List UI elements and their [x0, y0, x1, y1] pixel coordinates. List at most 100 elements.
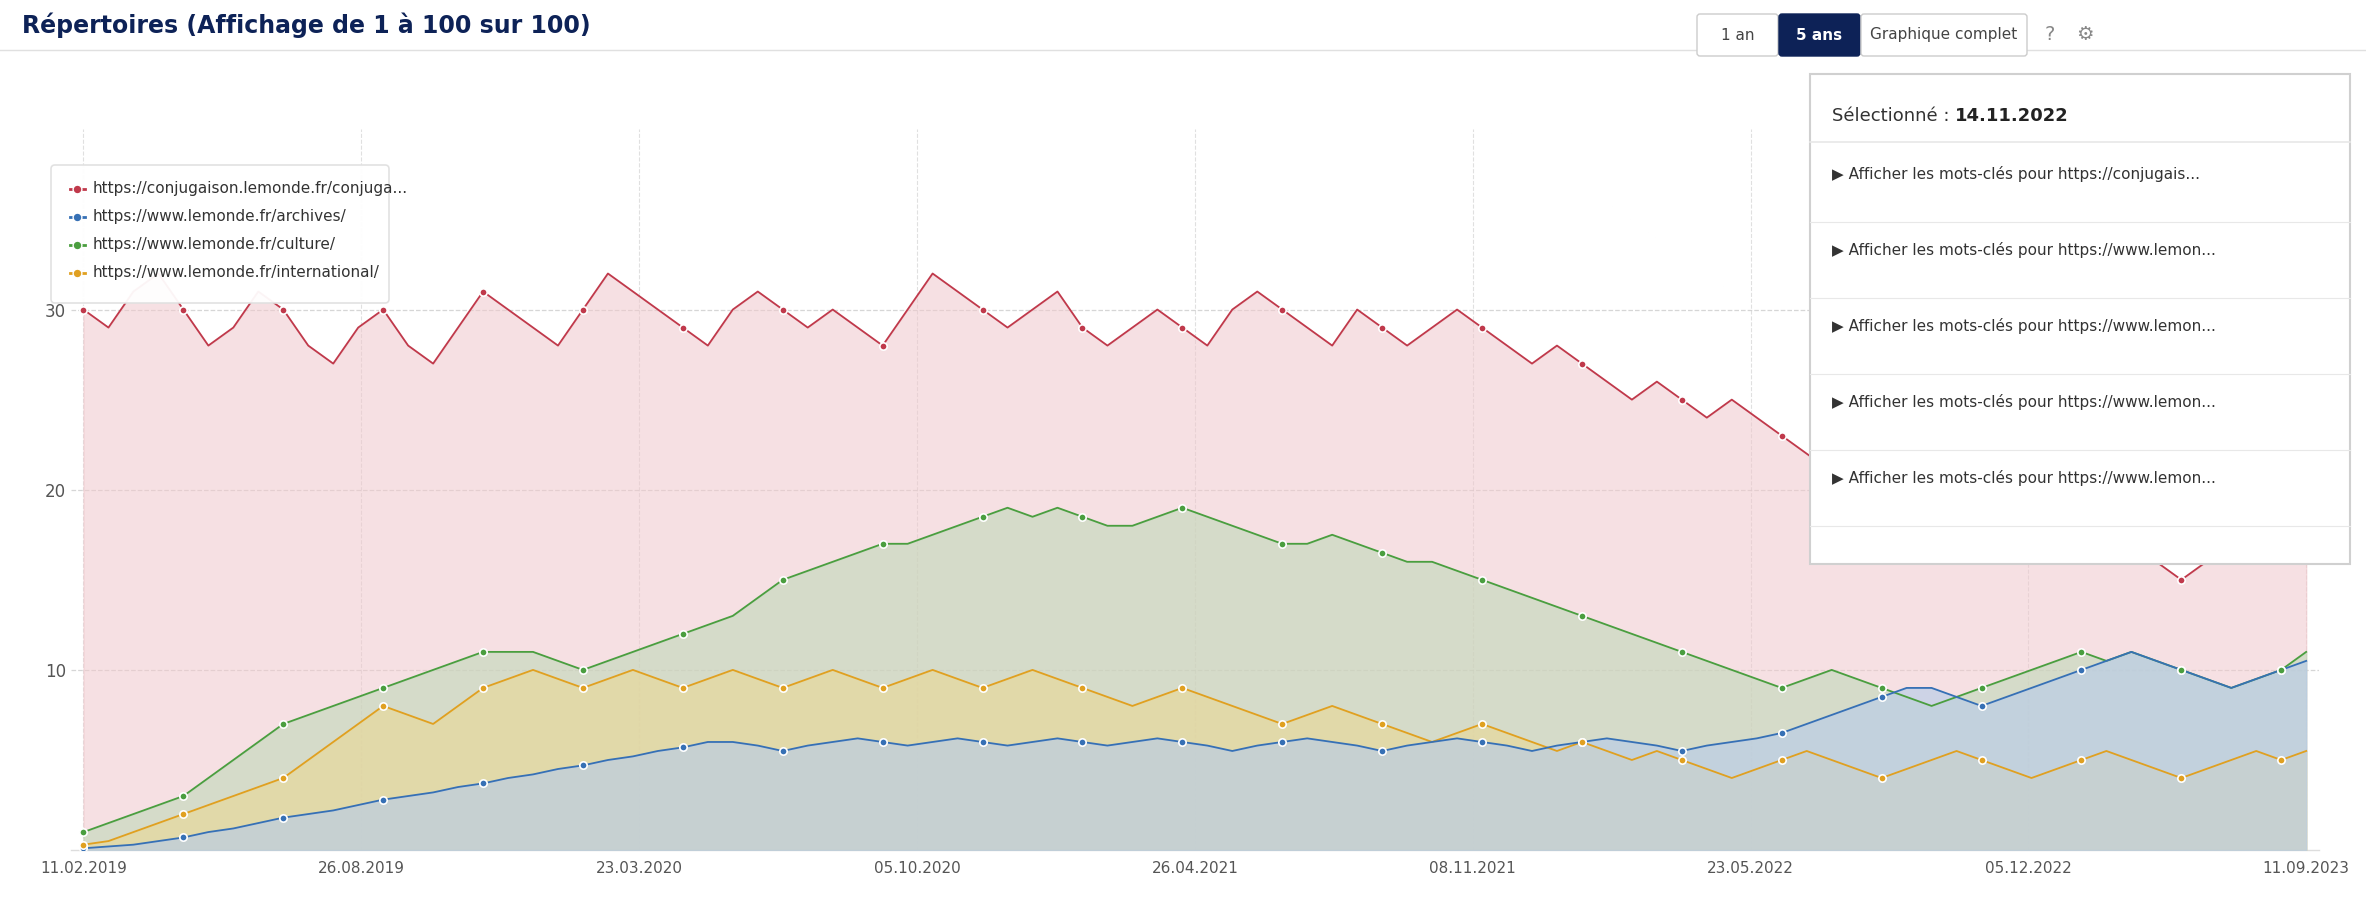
FancyBboxPatch shape: [1810, 74, 2349, 564]
Point: [1263, 536, 1301, 551]
Point: [864, 680, 901, 695]
Text: 5 ans: 5 ans: [1796, 28, 1843, 43]
Point: [665, 680, 703, 695]
Point: [1164, 501, 1202, 516]
Point: [2262, 752, 2300, 767]
Point: [1363, 717, 1401, 732]
FancyBboxPatch shape: [1779, 14, 1860, 56]
Point: [2262, 663, 2300, 677]
Text: 1 an: 1 an: [1720, 28, 1753, 43]
Text: ▶ Afficher les mots-clés pour https://www.lemon...: ▶ Afficher les mots-clés pour https://ww…: [1831, 242, 2217, 258]
Point: [64, 841, 102, 856]
Text: https://www.lemonde.fr/international/: https://www.lemonde.fr/international/: [92, 265, 381, 281]
Point: [64, 837, 102, 852]
Point: [665, 626, 703, 641]
Point: [963, 680, 1001, 695]
Text: Graphique complet: Graphique complet: [1872, 28, 2018, 43]
Point: [265, 302, 303, 317]
FancyBboxPatch shape: [1696, 14, 1777, 56]
FancyBboxPatch shape: [52, 165, 388, 303]
Point: [166, 302, 201, 317]
Point: [1964, 464, 2002, 479]
Point: [1763, 725, 1801, 740]
Point: [364, 302, 402, 317]
Point: [1062, 735, 1100, 749]
Point: [2163, 771, 2200, 785]
Point: [364, 699, 402, 713]
Point: [1663, 744, 1701, 759]
Point: [1564, 357, 1602, 371]
Point: [1862, 501, 1900, 516]
Point: [59, 210, 97, 225]
Point: [1564, 735, 1602, 749]
Point: [864, 338, 901, 353]
Point: [1363, 744, 1401, 759]
Point: [1964, 752, 2002, 767]
Point: [166, 830, 201, 845]
Point: [1663, 752, 1701, 767]
Text: Sélectionné :: Sélectionné :: [1831, 107, 1954, 125]
Point: [2163, 663, 2200, 677]
Point: [166, 788, 201, 803]
Point: [2063, 536, 2101, 551]
Point: [464, 285, 502, 299]
Point: [1263, 717, 1301, 732]
Point: [963, 735, 1001, 749]
Point: [1564, 608, 1602, 623]
Point: [563, 680, 601, 695]
Point: [364, 680, 402, 695]
Point: [1862, 771, 1900, 785]
Point: [764, 744, 802, 759]
FancyBboxPatch shape: [1862, 14, 2028, 56]
Point: [764, 572, 802, 588]
Point: [2262, 194, 2300, 209]
Point: [59, 265, 97, 280]
Text: ?: ?: [2044, 26, 2056, 44]
Point: [1062, 680, 1100, 695]
Point: [1663, 645, 1701, 660]
Point: [1763, 429, 1801, 444]
Point: [1164, 680, 1202, 695]
Text: Répertoires (Affichage de 1 à 100 sur 100): Répertoires (Affichage de 1 à 100 sur 10…: [21, 12, 592, 38]
Point: [265, 717, 303, 732]
Point: [364, 792, 402, 807]
Point: [2163, 572, 2200, 588]
Point: [1763, 752, 1801, 767]
Text: ▶ Afficher les mots-clés pour https://conjugais...: ▶ Afficher les mots-clés pour https://co…: [1831, 166, 2200, 182]
Point: [864, 536, 901, 551]
Text: ▶ Afficher les mots-clés pour https://www.lemon...: ▶ Afficher les mots-clés pour https://ww…: [1831, 470, 2217, 486]
Point: [665, 321, 703, 335]
Point: [2063, 663, 2101, 677]
Point: [1164, 735, 1202, 749]
Text: https://conjugaison.lemonde.fr/conjuga...: https://conjugaison.lemonde.fr/conjuga..…: [92, 181, 407, 197]
Point: [1862, 689, 1900, 704]
Point: [1462, 735, 1500, 749]
Point: [563, 758, 601, 772]
Point: [1164, 321, 1202, 335]
Point: [1964, 699, 2002, 713]
Point: [1462, 572, 1500, 588]
Point: [1462, 717, 1500, 732]
Point: [563, 663, 601, 677]
Point: [1363, 321, 1401, 335]
Point: [963, 302, 1001, 317]
Point: [963, 509, 1001, 524]
Point: [2063, 645, 2101, 660]
Point: [1363, 545, 1401, 560]
Point: [64, 302, 102, 317]
Point: [764, 302, 802, 317]
Point: [59, 237, 97, 252]
Point: [59, 182, 97, 197]
Text: https://www.lemonde.fr/archives/: https://www.lemonde.fr/archives/: [92, 210, 348, 225]
Point: [265, 810, 303, 825]
Point: [1564, 735, 1602, 749]
Point: [1462, 321, 1500, 335]
Point: [1263, 302, 1301, 317]
Point: [864, 735, 901, 749]
Point: [1663, 392, 1701, 407]
Point: [1062, 509, 1100, 524]
Text: ▶ Afficher les mots-clés pour https://www.lemon...: ▶ Afficher les mots-clés pour https://ww…: [1831, 318, 2217, 334]
Point: [1763, 680, 1801, 695]
Bar: [0, 0, 2366, 50]
Point: [665, 740, 703, 755]
